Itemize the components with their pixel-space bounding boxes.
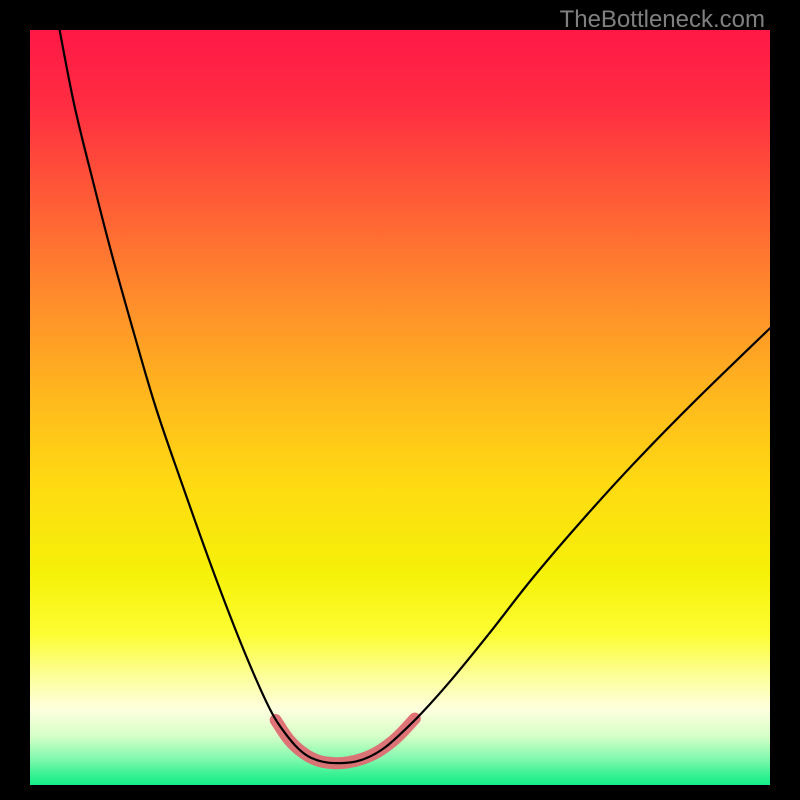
curves-layer (30, 30, 770, 785)
bottleneck-curve (60, 30, 770, 763)
plot-area (30, 30, 770, 785)
watermark-text: TheBottleneck.com (560, 6, 765, 34)
